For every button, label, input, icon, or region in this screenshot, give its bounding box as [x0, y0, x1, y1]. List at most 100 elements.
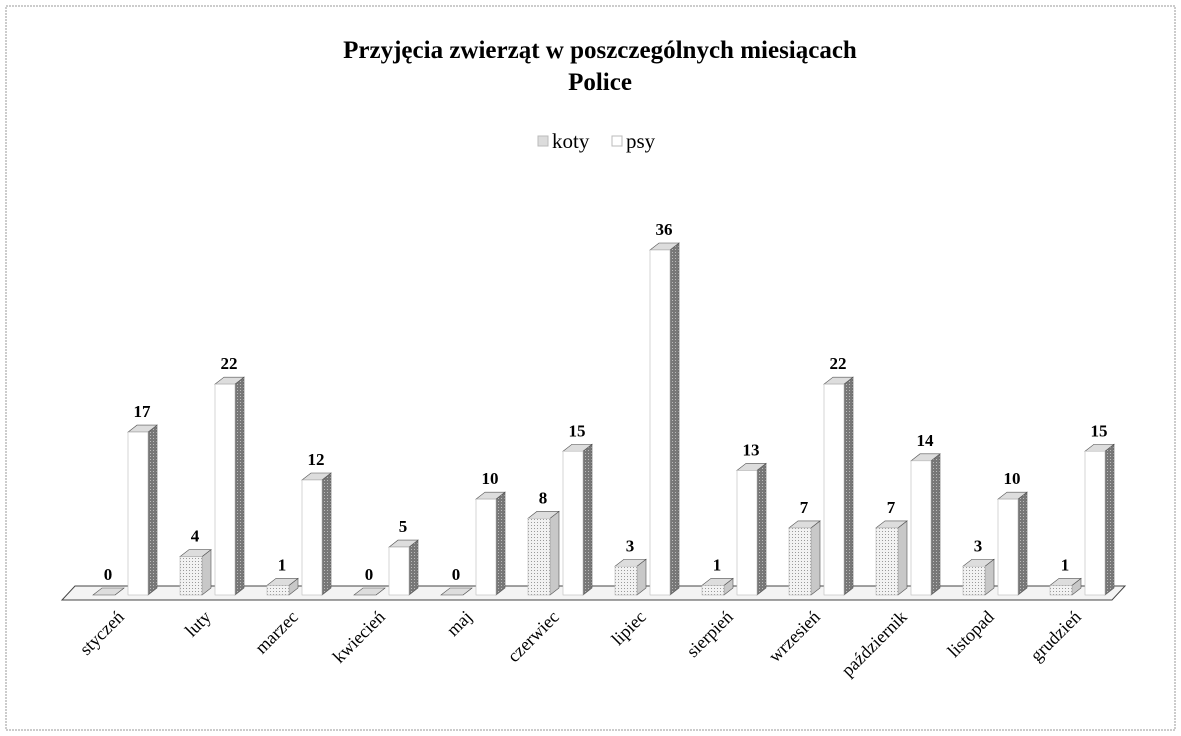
- bar-side: [495, 491, 506, 596]
- bar-front: [179, 556, 203, 596]
- value-label: 1: [278, 555, 287, 574]
- x-tick-label: styczeń: [76, 607, 128, 659]
- bar-side: [669, 242, 680, 596]
- bar-top: [92, 587, 125, 596]
- value-label: 12: [308, 450, 325, 469]
- bar-front: [649, 249, 671, 596]
- legend-swatch: [611, 135, 623, 147]
- x-tick-label: wrzesień: [764, 607, 823, 666]
- x-tick-label: luty: [181, 607, 215, 641]
- bar: [301, 472, 332, 596]
- value-label: 5: [399, 517, 408, 536]
- bar: [649, 242, 680, 596]
- bar-front: [962, 565, 986, 596]
- bar: [1049, 577, 1082, 596]
- value-label: 3: [626, 536, 635, 555]
- bar-front: [1084, 450, 1106, 596]
- bar-front: [614, 565, 638, 596]
- value-label: 10: [1004, 469, 1021, 488]
- bar: [127, 424, 158, 596]
- x-tick-label: czerwiec: [503, 607, 562, 666]
- value-label: 15: [569, 421, 586, 440]
- legend-label: psy: [626, 129, 656, 153]
- x-tick-label: kwiecień: [329, 607, 389, 667]
- bar: [875, 520, 908, 596]
- bar: [353, 587, 386, 596]
- value-label: 0: [452, 565, 461, 584]
- bar: [701, 577, 734, 596]
- bar-front: [301, 479, 323, 596]
- x-tick-label: sierpień: [682, 607, 736, 661]
- bar-side: [582, 443, 593, 596]
- bar: [736, 462, 767, 596]
- value-label: 22: [221, 354, 238, 373]
- bar-side: [321, 472, 332, 596]
- bar-side: [1104, 443, 1115, 596]
- x-tick-label: październik: [837, 607, 911, 681]
- value-label: 17: [134, 402, 152, 421]
- value-label: 7: [887, 498, 896, 517]
- bar-front: [910, 460, 932, 596]
- bar: [388, 539, 419, 596]
- bar-top: [440, 587, 473, 596]
- x-tick-label: marzec: [251, 607, 302, 658]
- bar-side: [147, 424, 158, 596]
- value-label: 10: [482, 469, 499, 488]
- value-label: 1: [1061, 555, 1070, 574]
- value-label: 14: [917, 431, 935, 450]
- bar-front: [823, 383, 845, 596]
- bar: [266, 577, 299, 596]
- value-label: 7: [800, 498, 809, 517]
- bar-front: [562, 450, 584, 596]
- bar: [910, 453, 941, 596]
- value-label: 1: [713, 555, 722, 574]
- bar: [214, 376, 245, 596]
- bar: [527, 510, 560, 596]
- bar-front: [736, 470, 758, 596]
- x-tick-label: grudzień: [1026, 607, 1085, 666]
- x-tick-label: listopad: [943, 607, 997, 661]
- bar-front: [127, 431, 149, 596]
- value-label: 3: [974, 536, 983, 555]
- x-tick-label: maj: [443, 607, 476, 640]
- frame: [5, 5, 1176, 731]
- bar-side: [930, 453, 941, 596]
- bar-front: [475, 498, 497, 596]
- legend-label: koty: [552, 129, 590, 153]
- bar-side: [1017, 491, 1028, 596]
- bar-side: [549, 510, 560, 596]
- value-label: 0: [365, 565, 374, 584]
- bar: [179, 549, 212, 596]
- bar: [788, 520, 821, 596]
- value-label: 4: [191, 527, 200, 546]
- bar: [475, 491, 506, 596]
- bar-front: [875, 527, 899, 596]
- value-label: 15: [1091, 421, 1108, 440]
- value-label: 36: [656, 220, 673, 239]
- bar: [92, 587, 125, 596]
- bar: [1084, 443, 1115, 596]
- value-label: 8: [539, 488, 548, 507]
- bar: [962, 558, 995, 596]
- bar-front: [266, 585, 290, 596]
- bar-front: [997, 498, 1019, 596]
- chart-subtitle: Police: [568, 69, 632, 96]
- value-label: 13: [743, 440, 760, 459]
- bar-front: [1049, 585, 1073, 596]
- value-label: 0: [104, 565, 113, 584]
- bar: [562, 443, 593, 596]
- bar-front: [388, 546, 410, 596]
- bar-side: [810, 520, 821, 596]
- bar-front: [527, 518, 551, 596]
- bar-top: [353, 587, 386, 596]
- bar-side: [408, 539, 419, 596]
- bar-side: [843, 376, 854, 596]
- bar-side: [234, 376, 245, 596]
- bar-side: [756, 462, 767, 596]
- bar: [997, 491, 1028, 596]
- value-label: 22: [830, 354, 847, 373]
- bar-front: [701, 585, 725, 596]
- bar: [823, 376, 854, 596]
- bar-front: [214, 383, 236, 596]
